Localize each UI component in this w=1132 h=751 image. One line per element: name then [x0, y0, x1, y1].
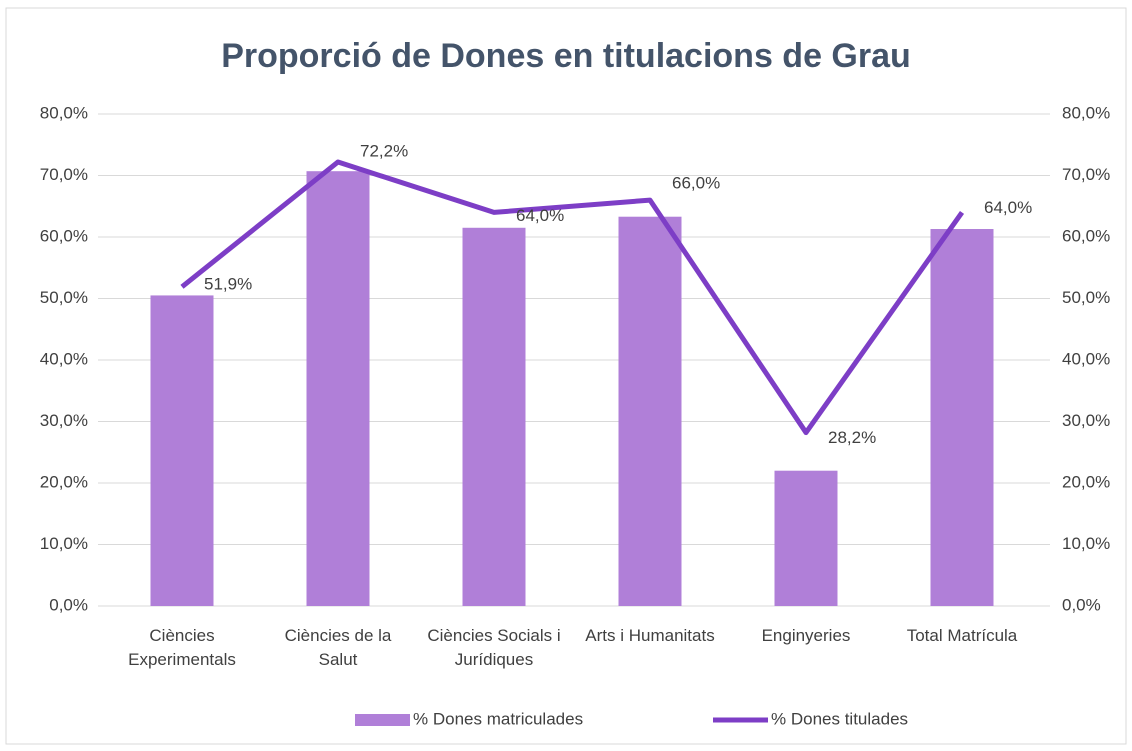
data-label: 28,2%: [828, 428, 876, 447]
x-tick-label: Arts i Humanitats: [585, 626, 715, 645]
y-tick-label: 0,0%: [49, 595, 88, 614]
chart-title: Proporció de Dones en titulacions de Gra…: [221, 37, 911, 75]
y2-tick-label: 60,0%: [1062, 226, 1110, 245]
data-label: 64,0%: [984, 198, 1032, 217]
x-tick-label: Ciències Socials i Jurídiques: [427, 626, 561, 669]
data-label: 64,0%: [516, 206, 564, 225]
bar: [618, 216, 682, 606]
x-tick-label: Enginyeries: [761, 626, 851, 645]
y2-tick-label: 50,0%: [1062, 288, 1110, 307]
y-tick-label: 60,0%: [40, 226, 88, 245]
y2-tick-label: 20,0%: [1062, 472, 1110, 491]
y2-tick-label: 30,0%: [1062, 411, 1110, 430]
y-tick-label: 80,0%: [40, 103, 88, 122]
bar: [462, 227, 526, 606]
data-label: 72,2%: [360, 141, 408, 160]
y2-tick-label: 80,0%: [1062, 103, 1110, 122]
bar: [774, 470, 838, 606]
y2-tick-label: 10,0%: [1062, 534, 1110, 553]
legend-label: % Dones matriculades: [413, 709, 583, 728]
y-tick-label: 20,0%: [40, 472, 88, 491]
y-tick-label: 10,0%: [40, 534, 88, 553]
x-tick-label: Ciències de la Salut: [284, 626, 392, 669]
data-label: 66,0%: [672, 174, 720, 193]
bar: [306, 171, 370, 606]
bar: [150, 295, 214, 606]
y-tick-label: 40,0%: [40, 349, 88, 368]
legend-label: % Dones titulades: [771, 709, 908, 728]
y-tick-label: 30,0%: [40, 411, 88, 430]
bar: [930, 229, 994, 606]
x-tick-label: Ciències Experimentals: [128, 626, 236, 669]
x-tick-label: Total Matrícula: [906, 626, 1018, 645]
legend-swatch: [355, 714, 410, 726]
line: [180, 159, 965, 436]
y2-tick-label: 0,0%: [1062, 595, 1101, 614]
y-tick-label: 50,0%: [40, 288, 88, 307]
data-label: 51,9%: [204, 274, 252, 293]
y2-tick-label: 70,0%: [1062, 165, 1110, 184]
y2-tick-label: 40,0%: [1062, 349, 1110, 368]
y-tick-label: 70,0%: [40, 165, 88, 184]
